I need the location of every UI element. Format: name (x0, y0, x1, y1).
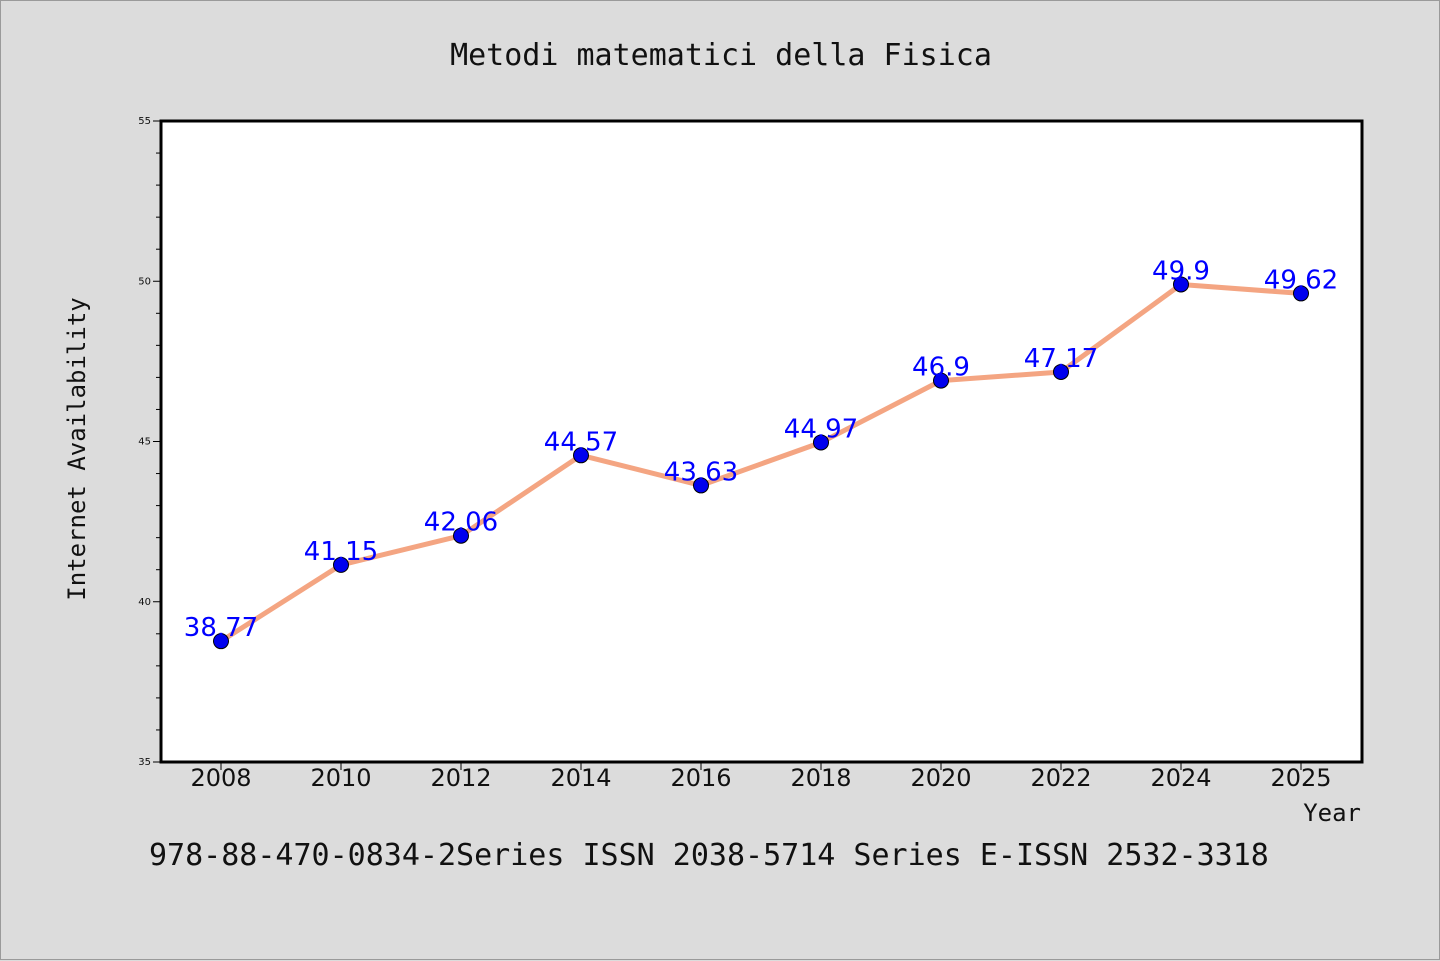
plot-area (159, 119, 1364, 764)
x-tick-label: 2008 (190, 764, 251, 792)
y-tick-label: 35 (138, 757, 151, 768)
y-axis-label: Internet Availability (63, 297, 91, 600)
data-label: 41.15 (304, 537, 378, 567)
data-label: 49.9 (1152, 256, 1210, 286)
x-tick-label: 2014 (550, 764, 611, 792)
x-tick-label: 2012 (430, 764, 491, 792)
x-axis-label: Year (1303, 799, 1361, 827)
data-point (1293, 285, 1309, 302)
data-point (933, 372, 949, 389)
y-tick-label: 50 (138, 276, 151, 287)
data-label: 44.97 (784, 414, 858, 444)
x-tick-label: 2020 (910, 764, 971, 792)
data-point (333, 556, 349, 573)
y-tick-label: 40 (138, 597, 151, 608)
data-point (573, 447, 589, 464)
data-point (813, 434, 829, 451)
data-point (1173, 276, 1189, 293)
data-label: 43.63 (664, 457, 738, 487)
data-label: 42.06 (424, 508, 498, 538)
series-group: 38.77 41.15 42.06 44.57 43.63 44.97 46.9 47.17 4… (184, 256, 1338, 650)
x-tick-label: 2024 (1150, 764, 1211, 792)
data-point (1053, 363, 1069, 380)
x-tick-label: 2016 (670, 764, 731, 792)
data-label: 49.62 (1264, 265, 1338, 295)
y-axis: 35 40 45 50 55 (138, 116, 161, 768)
x-tick-label: 2018 (790, 764, 851, 792)
data-point (453, 527, 469, 544)
data-label: 46.9 (912, 353, 970, 383)
footer-text: 978-88-470-0834-2Series ISSN 2038-5714 S… (149, 838, 1269, 873)
x-tick-label: 2022 (1030, 764, 1091, 792)
x-axis: 2008 2010 2012 2014 2016 2018 2020 2022 2024 2025 (190, 762, 1332, 792)
y-tick-label: 55 (138, 116, 151, 127)
x-tick-label: 2010 (310, 764, 371, 792)
data-label: 47.17 (1024, 344, 1098, 374)
x-tick-label: 2025 (1270, 764, 1331, 792)
data-point (693, 477, 709, 494)
chart-title: Metodi matematici della Fisica (450, 38, 992, 73)
data-point (213, 633, 229, 650)
data-label: 44.57 (544, 427, 618, 457)
series-line (219, 281, 1302, 644)
data-label: 38.77 (184, 613, 258, 643)
y-tick-label: 45 (138, 437, 151, 448)
